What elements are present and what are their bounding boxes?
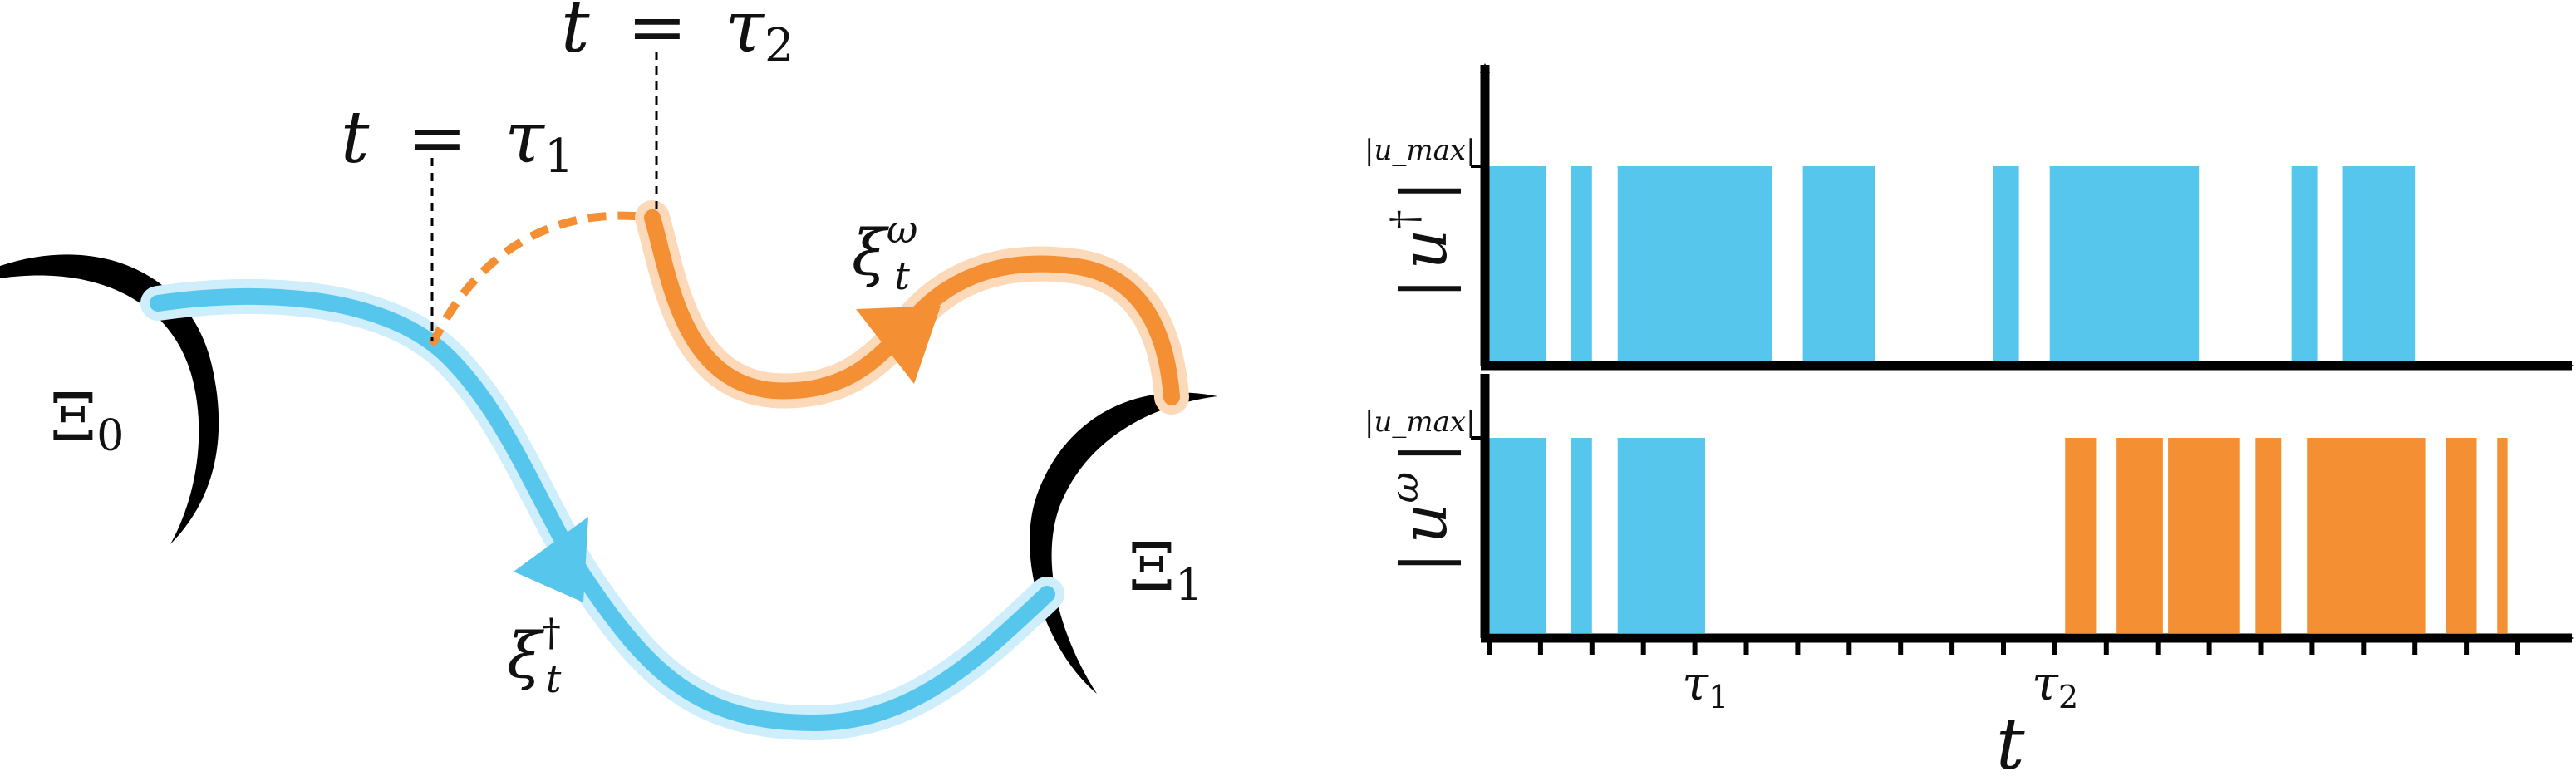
bottom-panel-ylabel: |uω| xyxy=(1382,442,1461,573)
bottom-bar-0 xyxy=(1489,438,1546,633)
bottom-bar-4 xyxy=(2116,438,2163,633)
top-panel-bars xyxy=(1489,166,2416,361)
bottom-bar-9 xyxy=(2497,438,2508,633)
tau1-label: t = τ1 xyxy=(341,96,574,184)
bottom-bar-2 xyxy=(1617,438,1705,633)
top-panel: |u_max| |u†| xyxy=(1364,63,2574,371)
x-tick-label-0: τ1 xyxy=(1682,655,1728,715)
bottom-panel-level-label: |u_max| xyxy=(1364,405,1476,439)
orange-direction-arrow xyxy=(856,306,941,384)
bottom-bar-1 xyxy=(1571,438,1592,633)
bottom-panel-tick-labels: τ1 τ2 xyxy=(1682,655,2078,715)
top-bar-5 xyxy=(2049,166,2200,361)
blue-direction-arrow xyxy=(514,517,588,602)
top-bar-7 xyxy=(2342,166,2416,361)
top-bar-4 xyxy=(1993,166,2019,361)
bottom-bar-7 xyxy=(2307,438,2426,633)
bottom-bar-3 xyxy=(2065,438,2097,633)
bottom-panel-bars xyxy=(1489,438,2508,633)
top-bar-1 xyxy=(1571,166,1592,361)
set-xi1-crescent xyxy=(1030,392,1217,694)
top-bar-0 xyxy=(1489,166,1546,361)
xi-dagger-label: ξ† t xyxy=(507,610,562,701)
x-tick-label-1: τ2 xyxy=(2032,655,2078,715)
top-panel-level-label: |u_max| xyxy=(1364,134,1476,167)
bottom-bar-6 xyxy=(2255,438,2282,633)
top-bar-2 xyxy=(1617,166,1772,361)
top-bar-6 xyxy=(2291,166,2318,361)
bottom-panel-ticks xyxy=(1487,638,2520,655)
set-xi0-label: Ξ0 xyxy=(50,379,124,461)
top-panel-ylabel: |u†| xyxy=(1382,180,1461,299)
bottom-panel-xlabel: t xyxy=(1996,703,2025,781)
top-bar-3 xyxy=(1802,166,1875,361)
set-xi1-label: Ξ1 xyxy=(1128,528,1202,611)
bottom-panel: |u_max| |uω| τ1 τ2 t xyxy=(1364,374,2574,781)
tau2-label: t = τ2 xyxy=(561,0,794,73)
xi-omega-label: ξω t xyxy=(852,207,917,298)
bottom-bar-8 xyxy=(2446,438,2477,633)
trajectory-diagram: t = τ1 t = τ2 ξω t ξ† t Ξ0 Ξ1 xyxy=(0,0,1217,741)
orange-dashed-branch xyxy=(428,211,653,347)
bottom-bar-5 xyxy=(2168,438,2240,633)
control-signal-charts: |u_max| |u†| |u_max| |uω| τ1 τ2 t xyxy=(1364,63,2574,781)
